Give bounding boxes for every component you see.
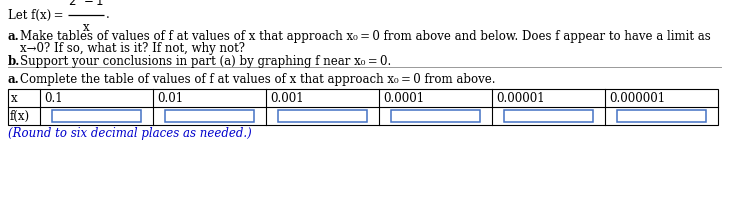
Text: f(x): f(x) [10, 109, 30, 122]
Text: Make tables of values of f at values of x that approach x₀ = 0 from above and be: Make tables of values of f at values of … [20, 30, 711, 43]
Text: x: x [11, 91, 17, 105]
Text: 0.000001: 0.000001 [609, 91, 665, 105]
Bar [52, 110, 141, 122]
Text: b.: b. [8, 55, 20, 68]
Text: 0.001: 0.001 [270, 91, 303, 105]
Text: 0.01: 0.01 [157, 91, 183, 105]
Bar [165, 110, 254, 122]
Text: Support your conclusions in part (a) by graphing f near x₀ = 0.: Support your conclusions in part (a) by … [20, 55, 391, 68]
Bar [617, 110, 706, 122]
Text: x: x [82, 21, 90, 34]
Bar [8, 89, 718, 125]
Text: (Round to six decimal places as needed.): (Round to six decimal places as needed.) [8, 127, 252, 140]
Text: a.: a. [8, 30, 20, 43]
Bar [278, 110, 367, 122]
Text: x→0? If so, what is it? If not, why not?: x→0? If so, what is it? If not, why not? [20, 42, 245, 55]
Text: $2^x - 1$: $2^x - 1$ [69, 0, 104, 9]
Text: 0.00001: 0.00001 [496, 91, 545, 105]
Text: 0.0001: 0.0001 [383, 91, 424, 105]
Bar [504, 110, 593, 122]
Text: a.: a. [8, 73, 20, 86]
Text: Let f(x) =: Let f(x) = [8, 8, 66, 21]
Text: Complete the table of values of f at values of x that approach x₀ = 0 from above: Complete the table of values of f at val… [20, 73, 496, 86]
Bar [391, 110, 480, 122]
Text: 0.1: 0.1 [44, 91, 63, 105]
Text: .: . [106, 8, 110, 21]
